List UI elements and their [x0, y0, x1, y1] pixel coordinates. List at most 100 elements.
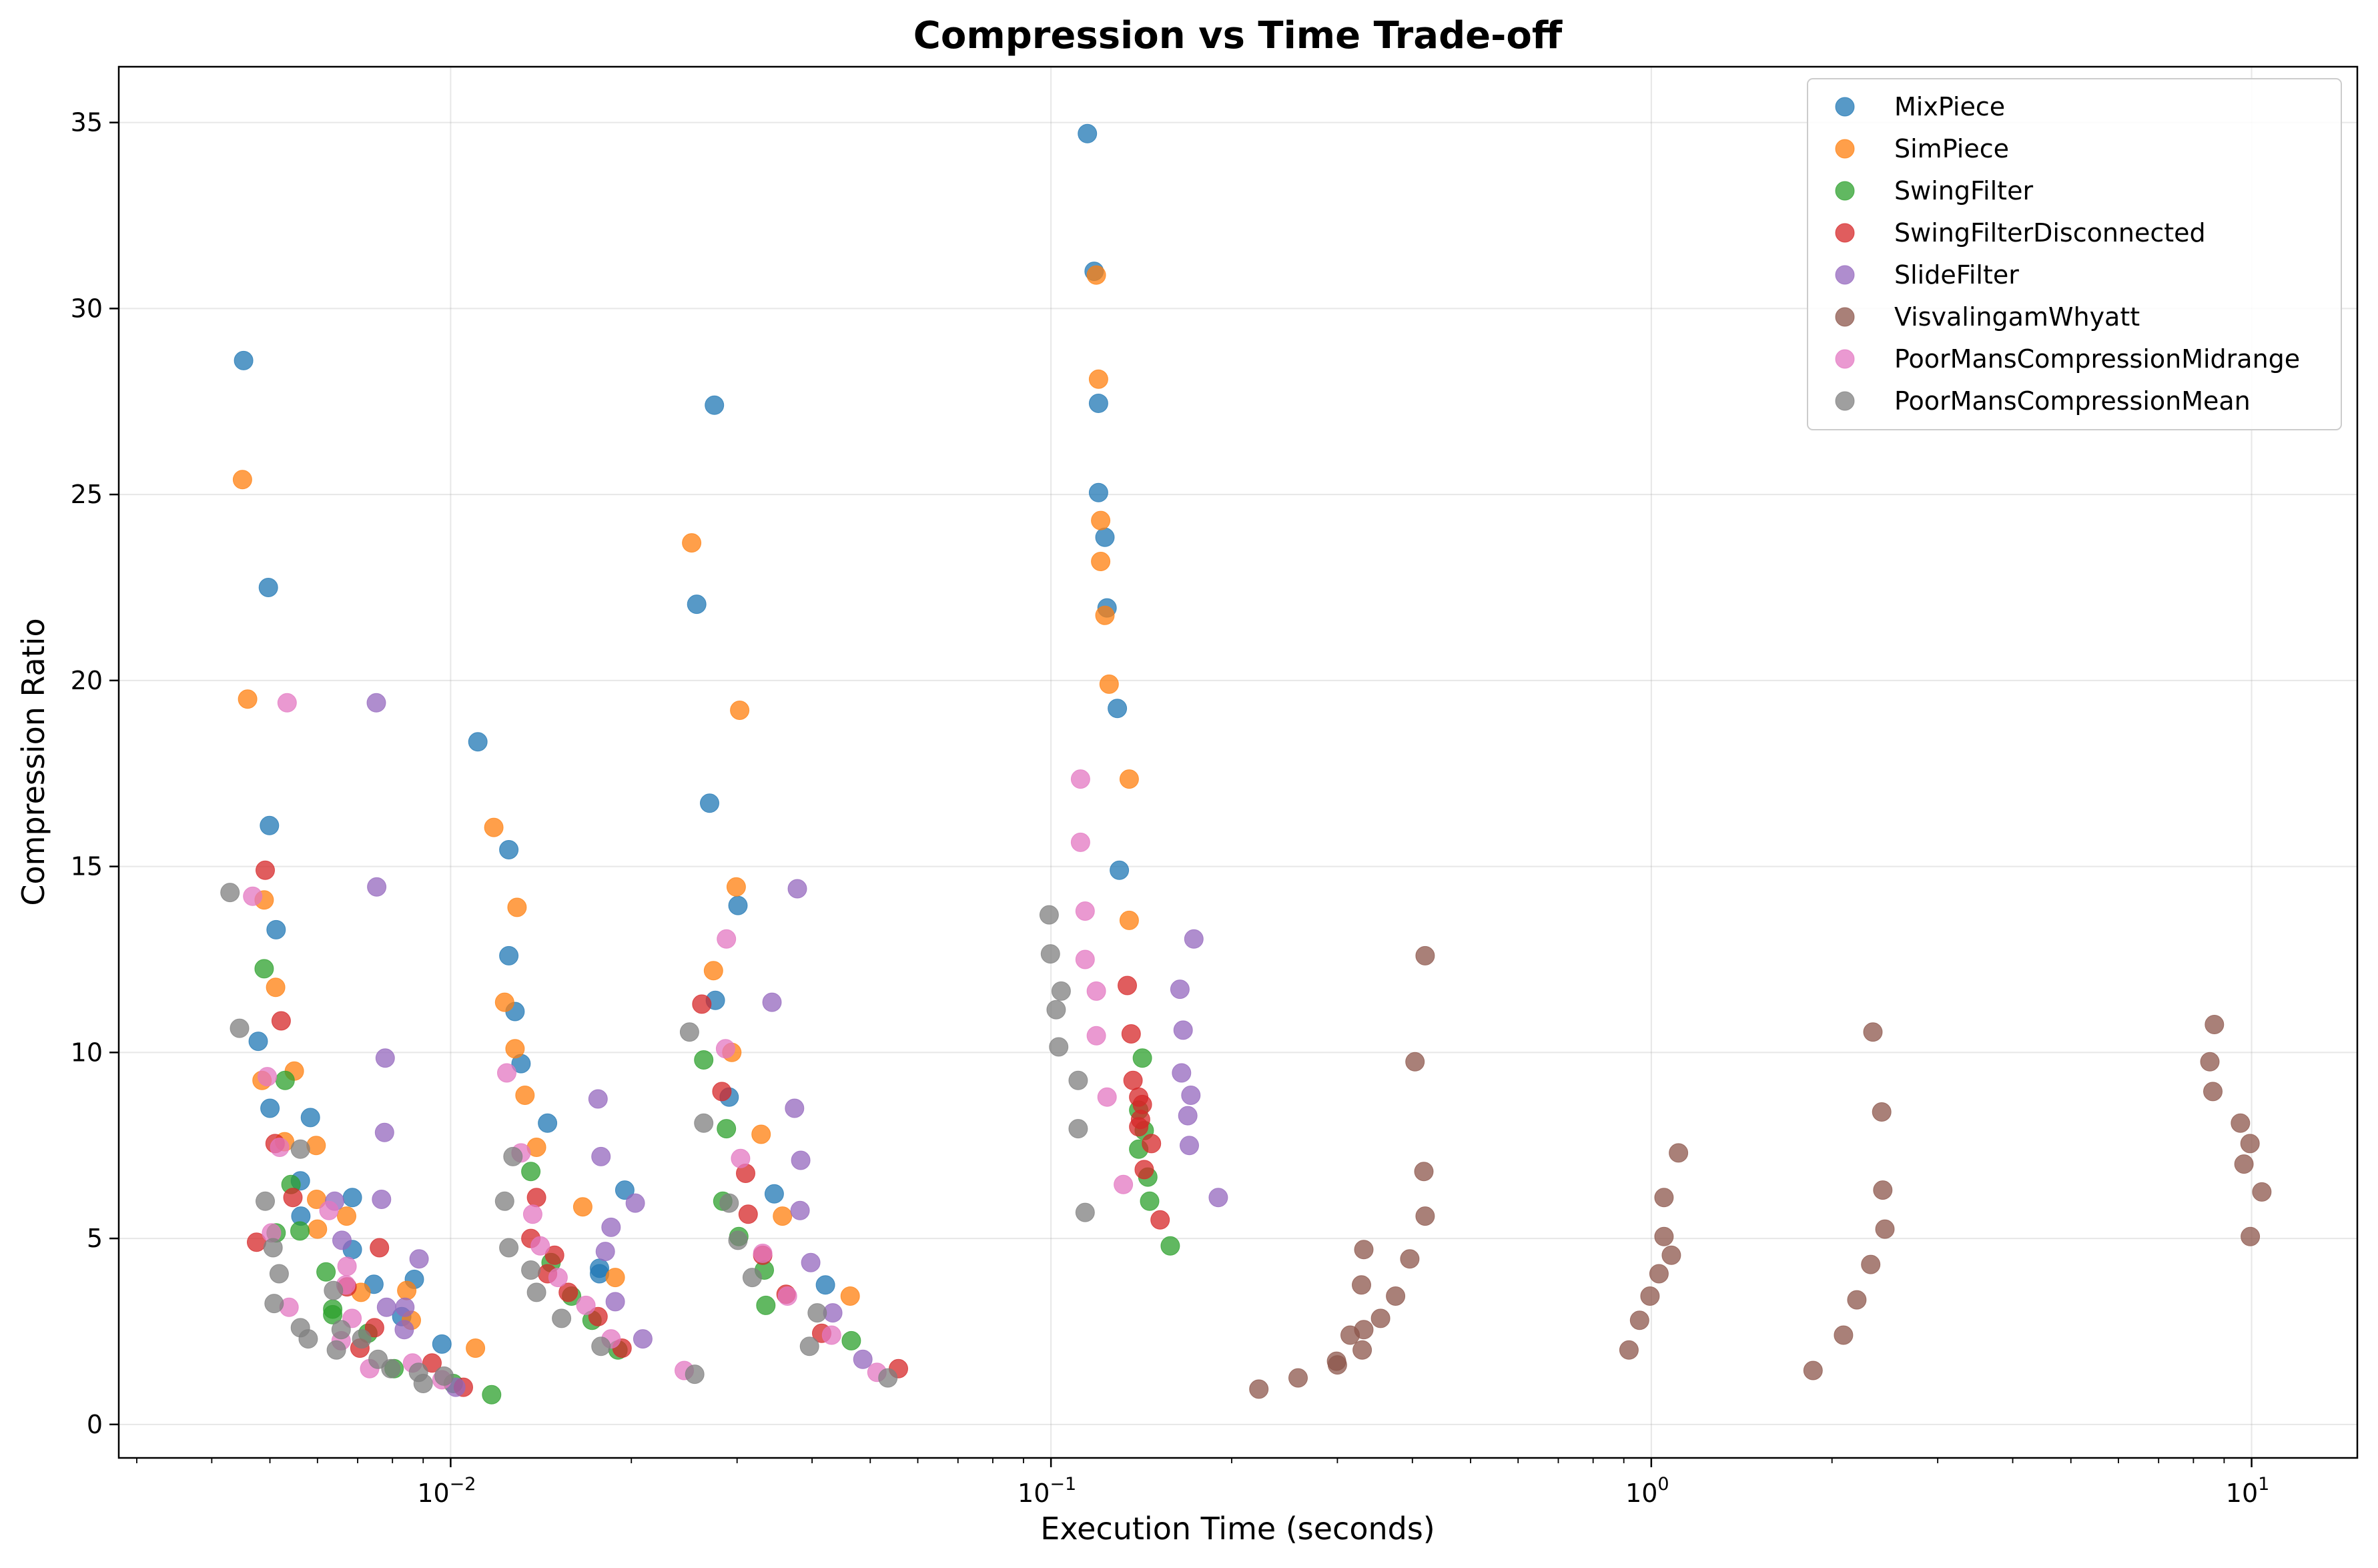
data-point — [1049, 1037, 1069, 1057]
data-point — [753, 1243, 773, 1263]
data-point — [1039, 905, 1059, 925]
y-tick-label: 30 — [71, 294, 103, 323]
y-tick-label: 0 — [87, 1410, 103, 1439]
data-point — [263, 1238, 283, 1258]
data-point — [705, 395, 725, 415]
legend-label: SwingFilter — [1894, 176, 2033, 206]
data-point — [2241, 1226, 2261, 1246]
data-point — [840, 1286, 860, 1306]
data-point — [256, 860, 275, 880]
data-point — [1119, 910, 1139, 930]
series-PoorMansCompressionMean — [220, 883, 1095, 1393]
grid — [119, 67, 2357, 1458]
data-point — [1078, 123, 1098, 143]
series-SlideFilter — [325, 693, 1228, 1397]
data-point — [260, 815, 280, 835]
legend-marker — [1835, 265, 1855, 285]
data-point — [1661, 1245, 1681, 1265]
data-point — [1160, 1236, 1180, 1256]
data-point — [1386, 1286, 1406, 1306]
data-point — [413, 1374, 433, 1393]
data-point — [682, 533, 702, 553]
data-point — [815, 1275, 835, 1295]
data-point — [515, 1086, 535, 1105]
data-point — [319, 1200, 339, 1220]
legend-label: MixPiece — [1894, 92, 2005, 121]
data-point — [277, 693, 297, 713]
data-point — [376, 1297, 396, 1317]
data-point — [1140, 1191, 1160, 1211]
data-point — [751, 1124, 771, 1144]
data-point — [1119, 769, 1139, 789]
data-point — [1086, 1026, 1106, 1046]
data-point — [1068, 1070, 1088, 1090]
data-points — [220, 123, 2272, 1405]
data-point — [324, 1280, 344, 1300]
data-point — [499, 840, 519, 859]
legend-marker — [1835, 181, 1855, 201]
series-VisvalingamWhyatt — [1249, 945, 2272, 1399]
data-point — [521, 1260, 541, 1280]
data-point — [1086, 981, 1106, 1001]
legend-marker — [1835, 139, 1855, 159]
legend-item: PoorMansCompressionMean — [1835, 386, 2251, 416]
data-point — [1180, 1136, 1199, 1156]
y-tick-label: 20 — [71, 666, 103, 695]
data-point — [576, 1295, 596, 1315]
data-point — [370, 1238, 390, 1258]
legend-marker — [1835, 97, 1855, 117]
data-point — [266, 977, 286, 998]
data-point — [1861, 1254, 1881, 1274]
data-point — [364, 1318, 384, 1338]
data-point — [270, 1138, 290, 1157]
data-point — [264, 1294, 284, 1314]
data-point — [1088, 369, 1108, 389]
data-point — [738, 1204, 758, 1224]
data-point — [352, 1329, 372, 1349]
data-point — [1619, 1340, 1639, 1360]
data-point — [719, 1193, 739, 1213]
data-point — [332, 1230, 352, 1250]
data-point — [248, 1032, 268, 1052]
data-point — [1354, 1240, 1374, 1260]
data-point — [853, 1349, 873, 1369]
data-point — [1114, 1174, 1134, 1194]
data-point — [777, 1286, 797, 1306]
data-point — [538, 1113, 558, 1133]
data-point — [2240, 1134, 2260, 1154]
y-tick-label: 35 — [71, 108, 103, 137]
y-tick-label: 10 — [71, 1038, 103, 1067]
data-point — [807, 1303, 827, 1323]
legend-item: SwingFilter — [1835, 176, 2033, 206]
data-point — [572, 1197, 592, 1217]
legend-label: VisvalingamWhyatt — [1894, 302, 2140, 332]
data-point — [1118, 975, 1137, 996]
legend-item: MixPiece — [1835, 92, 2005, 121]
data-point — [2200, 1052, 2220, 1072]
data-point — [615, 1180, 635, 1200]
data-point — [2234, 1154, 2254, 1174]
data-point — [687, 595, 707, 615]
data-point — [1354, 1320, 1374, 1340]
legend-label: SwingFilterDisconnected — [1894, 218, 2206, 248]
data-point — [497, 1063, 516, 1083]
data-point — [526, 1282, 546, 1302]
legend: MixPiece SimPiece SwingFilter SwingFilterDi… — [1807, 78, 2342, 430]
data-point — [1099, 674, 1119, 694]
data-point — [1249, 1379, 1269, 1399]
data-point — [756, 1295, 776, 1315]
data-point — [588, 1306, 608, 1326]
data-point — [1075, 949, 1095, 969]
data-point — [801, 1252, 821, 1272]
data-point — [1184, 929, 1204, 949]
data-point — [1803, 1360, 1823, 1381]
data-point — [409, 1249, 429, 1269]
data-point — [271, 1011, 291, 1031]
data-point — [394, 1320, 414, 1340]
data-point — [2231, 1113, 2251, 1133]
data-point — [1142, 1134, 1162, 1154]
data-point — [1046, 1000, 1066, 1020]
plot-frame — [117, 65, 2359, 1459]
data-point — [694, 1050, 714, 1070]
data-point — [366, 693, 386, 713]
